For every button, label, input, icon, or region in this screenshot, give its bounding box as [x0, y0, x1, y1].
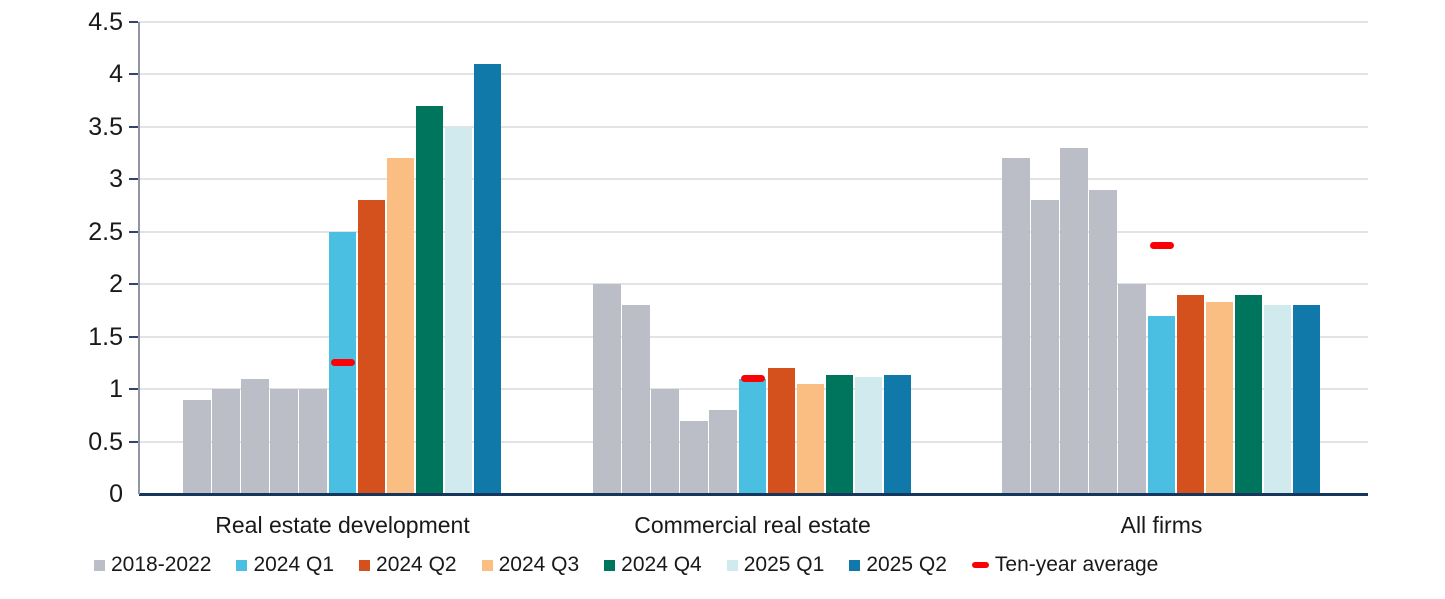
- gridline-2: [139, 283, 1368, 286]
- y-tick-1: [129, 388, 138, 391]
- bar-2024-q2: [768, 368, 795, 494]
- legend-label-2024-q3: 2024 Q3: [498, 553, 580, 576]
- bar-2025-q1: [445, 126, 472, 494]
- bar-2024-q4: [1235, 294, 1262, 494]
- y-tick-2: [129, 283, 138, 286]
- legend-item-2018-2022: 2018-2022: [94, 553, 211, 577]
- bar-2025-q1: [855, 376, 882, 494]
- y-tick-label-2: 2: [109, 270, 123, 299]
- y-tick-label-0: 0: [109, 480, 123, 508]
- bar-2018-2022-y3: [241, 378, 270, 494]
- bar-2025-q1: [1264, 305, 1291, 494]
- legend-item-2024-q1: 2024 Q1: [236, 553, 334, 577]
- legend-item-2025-q2: 2025 Q2: [849, 553, 947, 577]
- legend-label-2024-q2: 2024 Q2: [376, 553, 457, 576]
- legend-swatch-2024-q2: [359, 559, 371, 571]
- legend-label-2018-2022: 2018-2022: [111, 553, 212, 576]
- legend-item-2024-q4: 2024 Q4: [604, 553, 702, 577]
- bar-2024-q3: [387, 158, 414, 494]
- legend-swatch-2025-q1: [726, 559, 738, 571]
- legend-item-2024-q3: 2024 Q3: [481, 553, 580, 577]
- y-tick-0.5: [129, 440, 138, 443]
- bar-2018-2022-y2: [1031, 200, 1060, 494]
- bar-2025-q2: [474, 63, 501, 494]
- legend-label-ten-year-average: Ten-year average: [994, 553, 1159, 576]
- bar-2018-2022-y5: [1118, 284, 1147, 494]
- y-tick-label-1.5: 1.5: [88, 322, 123, 351]
- y-tick-label-3.5: 3.5: [88, 112, 123, 141]
- bar-2024-q3: [1206, 302, 1233, 494]
- y-tick-3.5: [129, 125, 138, 128]
- legend-swatch-2024-q4: [604, 559, 616, 571]
- y-tick-label-3: 3: [109, 165, 123, 194]
- legend-label-2024-q1: 2024 Q1: [253, 553, 335, 576]
- ten-year-average-marker: [330, 359, 355, 367]
- bar-2018-2022-y4: [1089, 189, 1118, 494]
- gridline-3.5: [139, 125, 1368, 128]
- y-tick-label-0.5: 0.5: [88, 427, 123, 456]
- legend-swatch-2018-2022: [94, 559, 105, 571]
- bar-2018-2022-y2: [212, 389, 241, 494]
- legend-label-2025-q2: 2025 Q2: [866, 553, 947, 576]
- legend-label-2025-q1: 2025 Q1: [743, 553, 825, 576]
- gridline-3: [139, 178, 1368, 181]
- bar-2018-2022-y1: [183, 399, 212, 494]
- x-category-label-all-firms: All firms: [1120, 512, 1203, 538]
- y-tick-3: [129, 178, 138, 181]
- y-axis-line: [138, 22, 140, 494]
- bar-2018-2022-y1: [1002, 158, 1031, 494]
- bar-2025-q2: [1293, 305, 1320, 494]
- legend-item-2025-q1: 2025 Q1: [726, 553, 825, 577]
- bar-2024-q2: [1177, 294, 1204, 494]
- gridline-1.5: [139, 335, 1368, 338]
- legend-swatch-2025-q2: [849, 559, 861, 571]
- legend: 2018-2022 2024 Q1 2024 Q2 2024 Q3 2024 Q4 202…: [94, 551, 1158, 579]
- legend-swatch-ten-year-average: [971, 562, 989, 568]
- x-category-label-real-estate-development: Real estate development: [215, 512, 470, 538]
- bar-2018-2022-y5: [299, 389, 328, 494]
- ten-year-average-marker: [740, 375, 765, 383]
- y-tick-4.5: [129, 21, 138, 23]
- y-tick-label-2.5: 2.5: [88, 217, 123, 246]
- gridline-4: [139, 73, 1368, 76]
- bar-2024-q2: [358, 200, 385, 494]
- bar-2024-q3: [797, 383, 824, 494]
- bar-2018-2022-y4: [270, 389, 299, 494]
- bar-2024-q4: [826, 375, 853, 494]
- y-tick-4: [129, 73, 138, 76]
- y-tick-2.5: [129, 230, 138, 233]
- bar-2018-2022-y4: [680, 420, 709, 494]
- bar-2018-2022-y3: [651, 389, 680, 494]
- bar-2018-2022-y1: [593, 284, 622, 494]
- bar-2024-q1: [739, 378, 766, 494]
- legend-label-2024-q4: 2024 Q4: [621, 553, 702, 576]
- legend-item-ten-year-average: Ten-year average: [971, 553, 1159, 577]
- y-tick-label-4.5: 4.5: [88, 8, 123, 36]
- x-axis-line: [139, 493, 1368, 496]
- bar-2018-2022-y3: [1060, 147, 1089, 494]
- gridline-4.5: [139, 21, 1368, 23]
- gridline-2.5: [139, 230, 1368, 233]
- bar-2025-q2: [884, 375, 911, 494]
- x-category-label-commercial-real-estate: Commercial real estate: [634, 512, 871, 538]
- ten-year-average-marker: [1149, 241, 1174, 249]
- y-tick-label-1: 1: [109, 375, 123, 404]
- legend-swatch-2024-q3: [481, 559, 493, 571]
- bar-2018-2022-y5: [709, 410, 738, 494]
- bar-2024-q1: [1148, 315, 1175, 494]
- bar-2024-q4: [416, 105, 443, 494]
- legend-item-2024-q2: 2024 Q2: [359, 553, 457, 577]
- y-tick-1.5: [129, 335, 138, 338]
- bar-2018-2022-y2: [622, 305, 651, 494]
- legend-swatch-2024-q1: [236, 559, 248, 571]
- y-tick-label-4: 4: [109, 60, 123, 89]
